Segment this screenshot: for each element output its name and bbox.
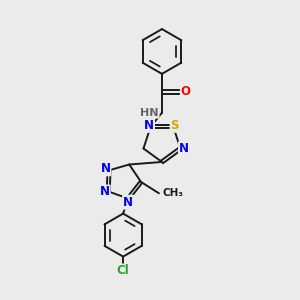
Text: O: O xyxy=(181,85,191,98)
Text: N: N xyxy=(179,142,189,155)
Text: N: N xyxy=(100,162,110,175)
Text: HN: HN xyxy=(140,108,159,118)
Text: Cl: Cl xyxy=(117,264,130,278)
Text: S: S xyxy=(171,119,179,132)
Text: CH₃: CH₃ xyxy=(163,188,184,198)
Text: N: N xyxy=(144,119,154,132)
Text: N: N xyxy=(100,185,110,199)
Text: N: N xyxy=(123,196,133,209)
